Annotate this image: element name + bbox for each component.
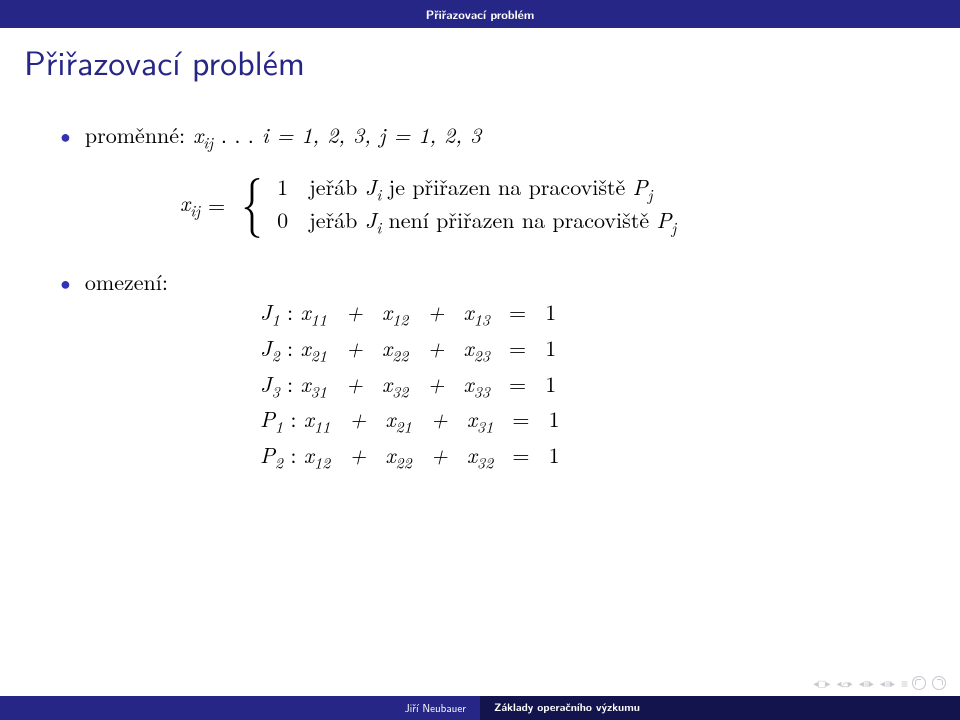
nav-doc-icon[interactable]: ≡ [901, 674, 906, 692]
footer-bar: Jiří Neubauer Základy operačního výzkumu [0, 696, 960, 720]
bullet-constraints: ● omezení: [60, 267, 900, 298]
beamer-nav-icons: ◂□▸ ◂▱▸ ◂≡▸ ◂≡▸ ≡ [813, 674, 946, 692]
eq-J3-body: x31 + x32 + x33 = 1 [300, 368, 556, 399]
eq-J1: J1 : x11 + x12 + x13 = 1 [260, 297, 900, 331]
eq-P1-body: x11 + x21 + x31 = 1 [304, 403, 560, 434]
dots: . . . [221, 119, 254, 150]
eq-J2: J2 : x21 + x22 + x23 = 1 [260, 333, 900, 367]
section-header: Přiřazovací problém [0, 0, 960, 28]
eq-J1-body: x11 + x12 + x13 = 1 [300, 296, 556, 327]
footer-author: Jiří Neubauer [0, 696, 480, 720]
var-x: xij [193, 119, 213, 150]
cases-definition: xij = { 1 jeřáb Ji je přiřazen na pracov… [180, 172, 900, 239]
equations-block: J1 : x11 + x12 + x13 = 1 J2 : x21 + x22 … [260, 297, 900, 473]
eq-P2: P2 : x12 + x22 + x32 = 1 [260, 440, 900, 474]
index-range: i = 1, 2, 3, j = 1, 2, 3 [262, 119, 481, 150]
case1-value: 1 [277, 172, 303, 203]
nav-forward-icon[interactable] [932, 676, 946, 690]
footer-title: Základy operačního výzkumu [480, 696, 960, 720]
variables-label: proměnné: [85, 119, 185, 150]
slide-content: ● proměnné: xij . . . i = 1, 2, 3, j = 1… [60, 120, 900, 475]
cases-lhs: xij [180, 188, 200, 222]
nav-prev-section-icon[interactable]: ◂≡▸ [880, 674, 895, 692]
constraints-label: omezení: [85, 267, 168, 298]
equals: = [208, 190, 225, 221]
variables-line: proměnné: xij . . . i = 1, 2, 3, j = 1, … [85, 120, 481, 154]
bullet-variables: ● proměnné: xij . . . i = 1, 2, 3, j = 1… [60, 120, 900, 154]
nav-prev-slide-icon[interactable]: ◂□▸ [813, 674, 830, 692]
case0-value: 0 [277, 205, 303, 236]
bullet-icon: ● [60, 124, 71, 149]
eq-J3: J3 : x31 + x32 + x33 = 1 [260, 369, 900, 403]
nav-back-icon[interactable] [912, 676, 926, 690]
nav-prev-subsection-icon[interactable]: ◂≡▸ [859, 674, 874, 692]
eq-P1: P1 : x11 + x21 + x31 = 1 [260, 404, 900, 438]
eq-J2-body: x21 + x22 + x23 = 1 [300, 332, 556, 363]
slide-title: Přiřazovací problém [24, 36, 305, 86]
brace-icon: { [242, 178, 263, 232]
case-0: 0 jeřáb Ji není přiřazen na pracoviště P… [277, 205, 676, 239]
case-1: 1 jeřáb Ji je přiřazen na pracoviště Pj [277, 172, 676, 206]
case0-text: jeřáb Ji není přiřazen na pracoviště Pj [309, 205, 676, 239]
eq-P2-body: x12 + x22 + x32 = 1 [304, 439, 560, 470]
bullet-icon: ● [60, 271, 71, 296]
case1-text: jeřáb Ji je přiřazen na pracoviště Pj [309, 172, 652, 206]
nav-prev-frame-icon[interactable]: ◂▱▸ [837, 674, 853, 692]
